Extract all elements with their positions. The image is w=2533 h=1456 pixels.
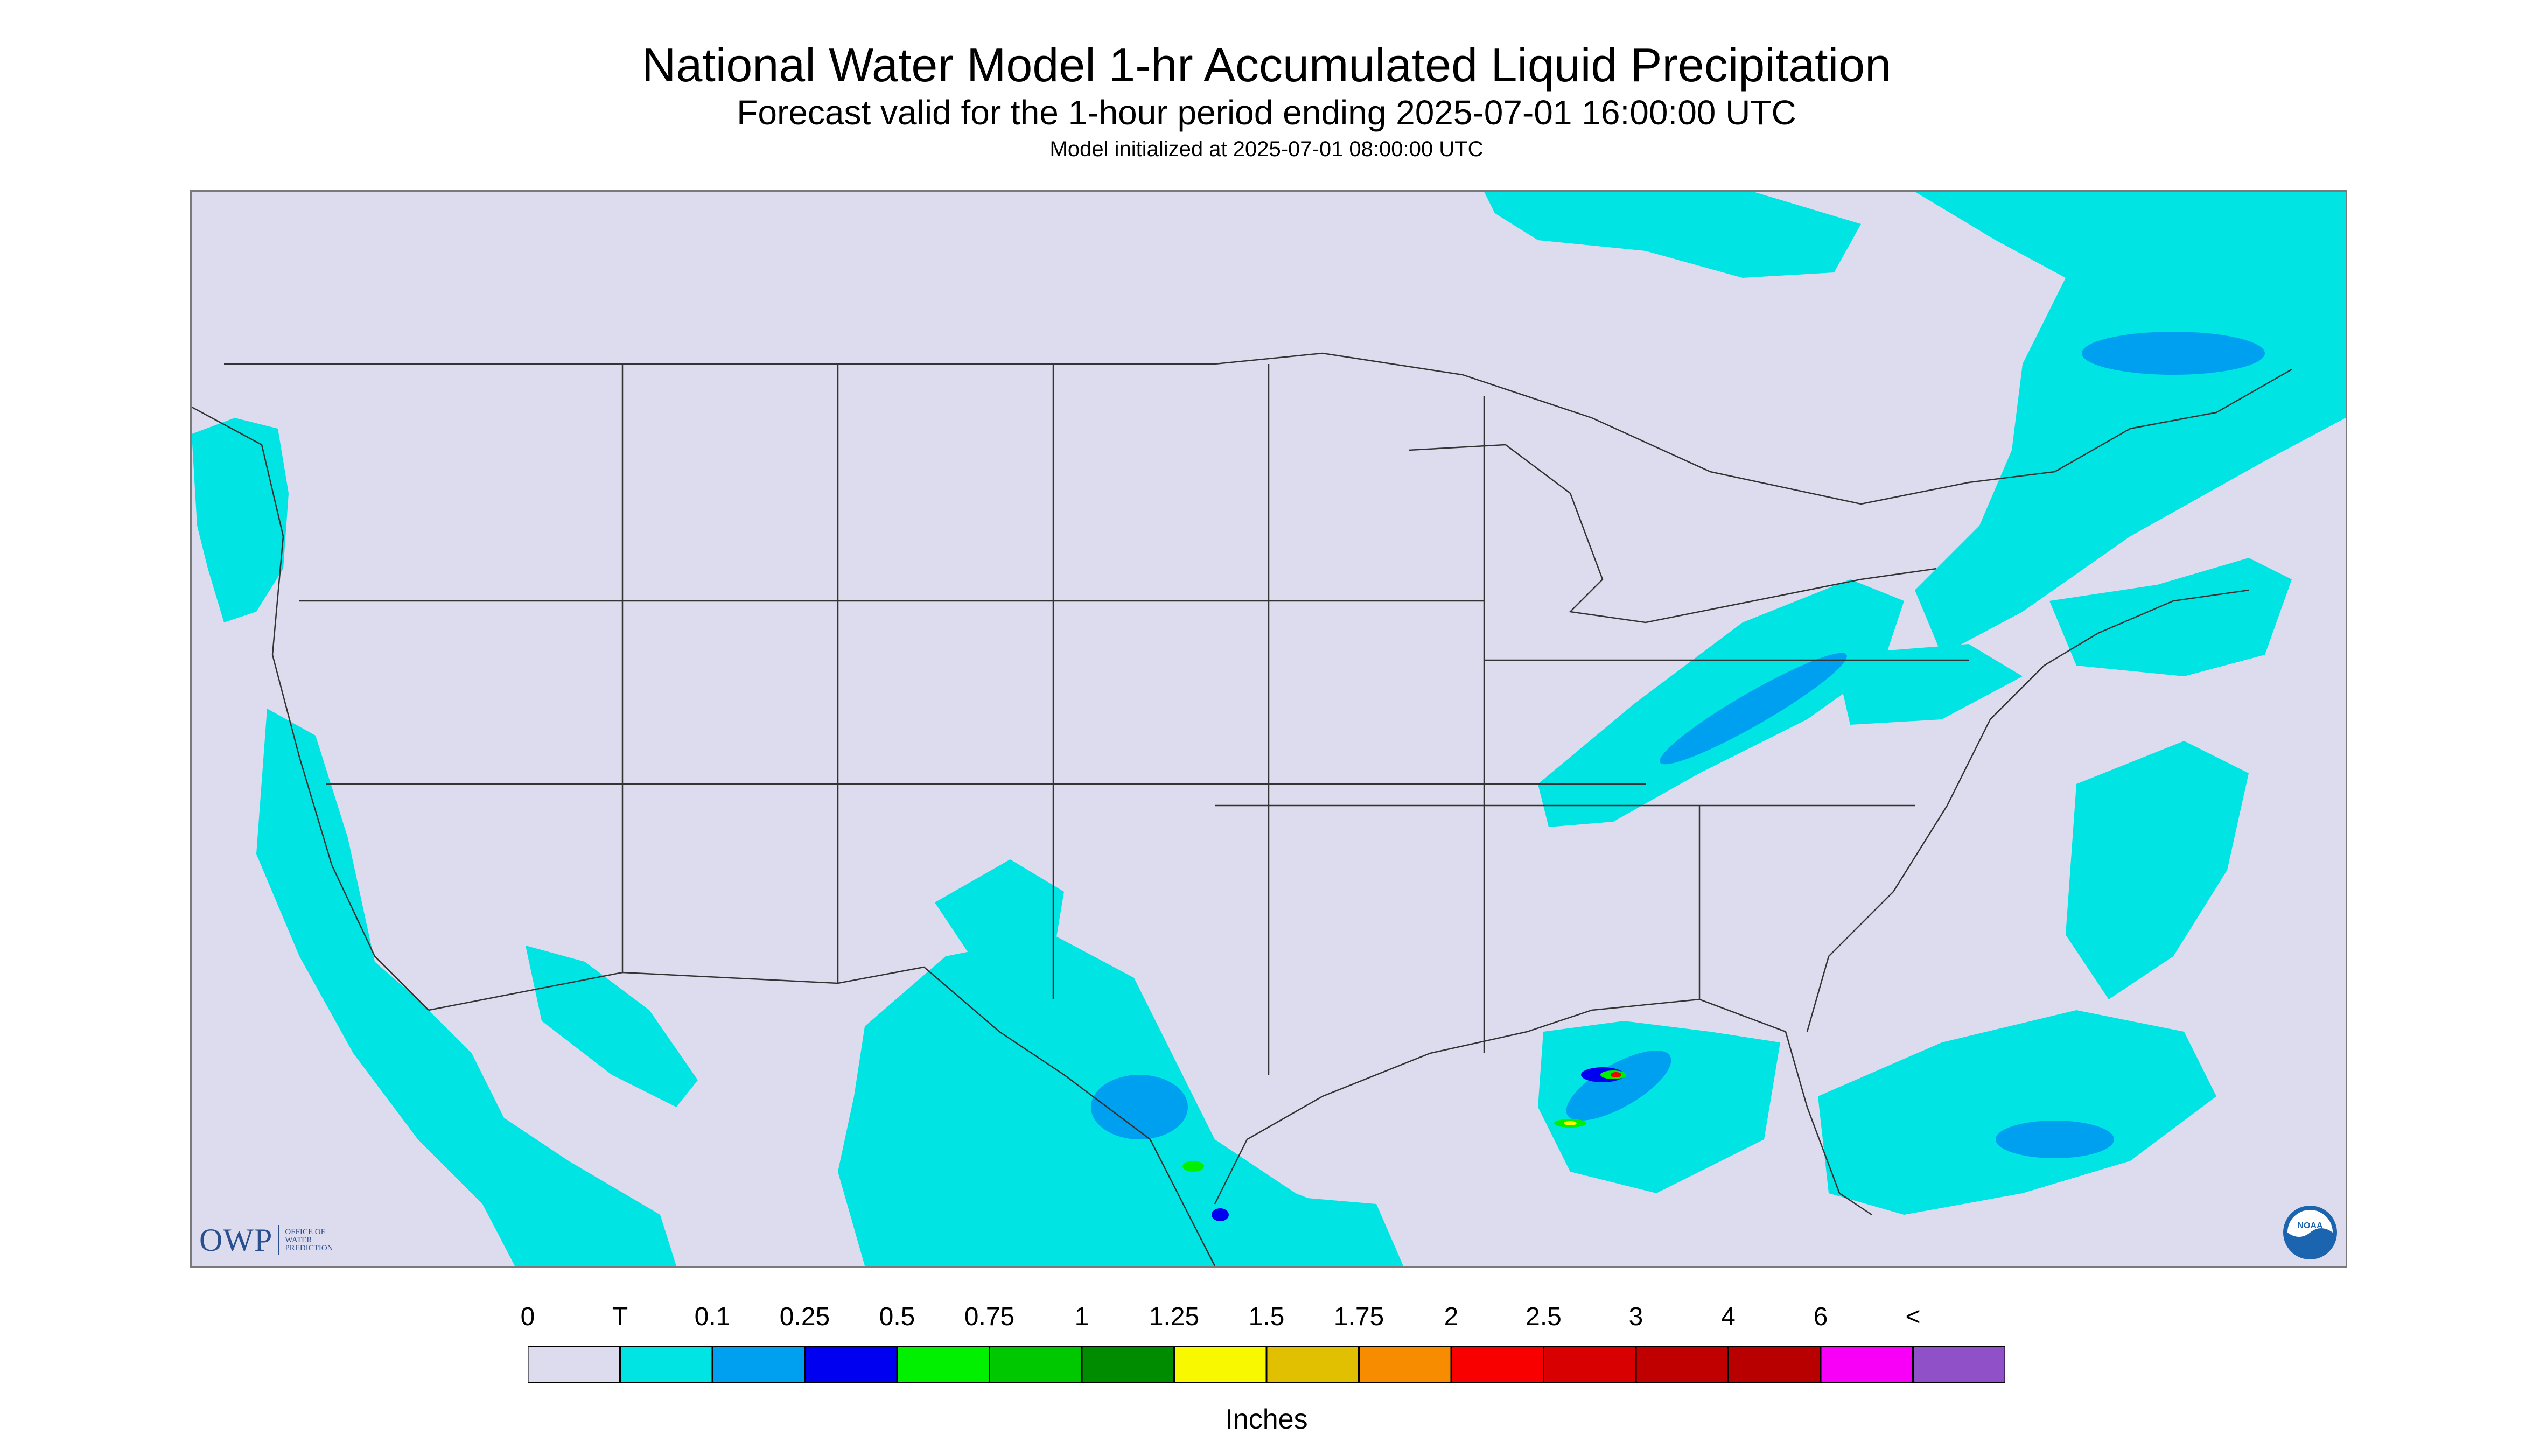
legend-label: 2 bbox=[1444, 1303, 1459, 1331]
legend-cell bbox=[1358, 1346, 1452, 1383]
precip-heavy-gulf-red bbox=[1611, 1072, 1621, 1077]
legend-cell bbox=[896, 1346, 990, 1383]
precip-appalachians bbox=[1834, 644, 2023, 725]
precip-heavy-texas-blue bbox=[1212, 1208, 1229, 1221]
legend-cell bbox=[711, 1346, 806, 1383]
legend-cell bbox=[1912, 1346, 2005, 1383]
model-init-line: Model initialized at 2025-07-01 08:00:00… bbox=[1049, 137, 1484, 161]
legend-cell bbox=[989, 1346, 1083, 1383]
legend-cell bbox=[528, 1346, 621, 1383]
owp-logo-sub-line: PREDICTION bbox=[285, 1243, 333, 1252]
canada-us-border bbox=[224, 352, 2292, 505]
precip-light-atlantic bbox=[1996, 1121, 2114, 1158]
precip-light-areas bbox=[1091, 332, 2265, 1158]
precip-light-texas bbox=[1091, 1075, 1188, 1139]
legend-cell bbox=[1635, 1346, 1729, 1383]
legend-label: 1 bbox=[1074, 1303, 1089, 1331]
precip-gulf-of-mexico bbox=[1538, 1021, 1780, 1193]
precip-florida-atlantic bbox=[1818, 1010, 2216, 1215]
precip-heavy-areas bbox=[1182, 1067, 1626, 1221]
legend-cell bbox=[1450, 1346, 1544, 1383]
precipitation-map bbox=[190, 190, 2347, 1268]
legend-label: 4 bbox=[1721, 1303, 1736, 1331]
great-lakes-outline bbox=[1408, 444, 1937, 624]
legend-label: 0.75 bbox=[964, 1303, 1015, 1331]
legend-label: 0 bbox=[520, 1303, 535, 1331]
noaa-logo-bird bbox=[2287, 1210, 2333, 1237]
precip-california-coast bbox=[256, 709, 676, 1266]
gulf-coast bbox=[1214, 998, 1872, 1216]
precip-heavy-gulf2-yellow bbox=[1564, 1121, 1577, 1125]
precip-ohio-valley bbox=[1538, 579, 1904, 827]
legend-cells bbox=[528, 1346, 2005, 1383]
precip-canada-east bbox=[1915, 192, 2346, 655]
legend-label: 1.5 bbox=[1248, 1303, 1285, 1331]
legend-label: 1.75 bbox=[1333, 1303, 1384, 1331]
precip-baja-offshore bbox=[526, 946, 698, 1107]
legend-label: 0.5 bbox=[879, 1303, 915, 1331]
legend-label: 1.25 bbox=[1149, 1303, 1200, 1331]
noaa-logo-text: NOAA bbox=[2297, 1221, 2323, 1230]
precip-pacific-northwest bbox=[192, 418, 289, 622]
owp-logo-subtitle: OFFICE OF WATER PREDICTION bbox=[285, 1228, 333, 1252]
map-canvas bbox=[192, 192, 2346, 1266]
legend-label: < bbox=[1905, 1303, 1921, 1331]
legend-cell bbox=[1543, 1346, 1637, 1383]
map-title: National Water Model 1-hr Accumulated Li… bbox=[641, 38, 1892, 92]
precip-canada-north bbox=[1484, 192, 1861, 278]
legend-cell bbox=[1820, 1346, 1914, 1383]
legend-cell bbox=[804, 1346, 898, 1383]
legend-cell bbox=[1727, 1346, 1822, 1383]
owp-logo: OWP OFFICE OF WATER PREDICTION bbox=[199, 1221, 333, 1259]
precip-light-quebec bbox=[2082, 332, 2265, 375]
owp-logo-text: OWP bbox=[199, 1222, 273, 1258]
noaa-logo: NOAA bbox=[2283, 1206, 2337, 1259]
legend-label: T bbox=[612, 1303, 628, 1331]
map-subtitle: Forecast valid for the 1-hour period end… bbox=[737, 93, 1796, 132]
legend-cell bbox=[1173, 1346, 1268, 1383]
precip-west-texas bbox=[935, 859, 1064, 967]
mexico-border bbox=[428, 966, 1216, 1266]
legend-label: 2.5 bbox=[1526, 1303, 1562, 1331]
legend-label: 3 bbox=[1628, 1303, 1643, 1331]
legend-cell bbox=[1265, 1346, 1360, 1383]
precip-new-england bbox=[2049, 558, 2292, 676]
legend-label: 0.25 bbox=[779, 1303, 830, 1331]
owp-logo-sub-line: WATER bbox=[285, 1235, 312, 1244]
precip-southern-caribbean bbox=[1177, 1188, 1403, 1266]
legend-label: 6 bbox=[1813, 1303, 1828, 1331]
owp-logo-divider bbox=[278, 1225, 280, 1255]
legend-label: 0.1 bbox=[694, 1303, 731, 1331]
precip-atlantic-east bbox=[2066, 741, 2249, 999]
boundary-lines bbox=[192, 352, 2292, 1266]
west-coast bbox=[192, 406, 429, 1011]
legend-colorbar bbox=[528, 1346, 2005, 1383]
precip-heavy-texas-green bbox=[1182, 1161, 1204, 1172]
precip-light-gulf bbox=[1566, 1051, 1671, 1121]
legend-cell bbox=[1081, 1346, 1175, 1383]
legend-cell bbox=[619, 1346, 713, 1383]
atlantic-coast bbox=[1806, 589, 2249, 1032]
legend-units: Inches bbox=[1225, 1404, 1308, 1435]
precip-light-ohio bbox=[1660, 653, 1847, 765]
owp-logo-sub-line: OFFICE OF bbox=[285, 1227, 325, 1236]
